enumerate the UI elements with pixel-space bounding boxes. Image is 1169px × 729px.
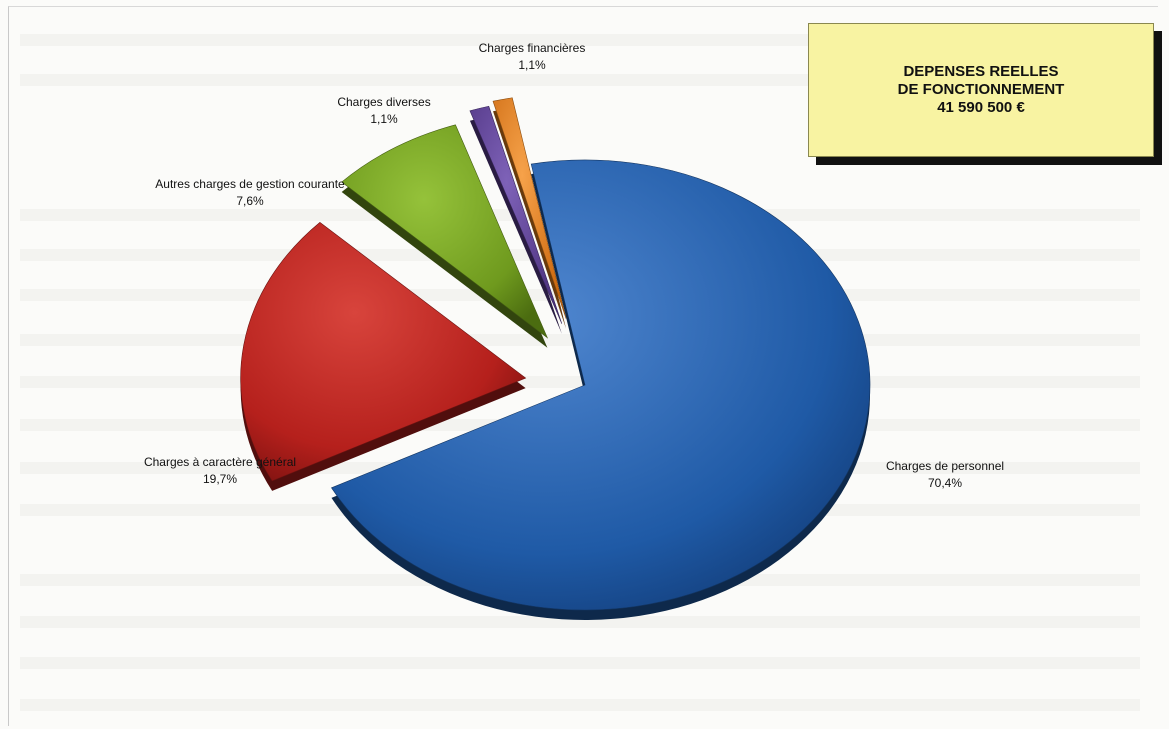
pie-slice [492, 97, 567, 319]
pie-slice [331, 159, 871, 611]
slice-name-label: Autres charges de gestion courante [155, 177, 345, 191]
pie-slice-depth [493, 107, 567, 329]
title-line-1: DEPENSES REELLES [903, 63, 1059, 80]
slice-name-label: Charges de personnel [886, 459, 1004, 473]
slice-value-label: 1,1% [370, 112, 398, 126]
slice-name-label: Charges diverses [337, 95, 430, 109]
slice-value-label: 19,7% [203, 472, 237, 486]
pie-slice-depth [469, 116, 562, 334]
title-box: DEPENSES REELLES DE FONCTIONNEMENT 41 59… [808, 23, 1154, 157]
slice-value-label: 7,6% [236, 194, 264, 208]
slice-value-label: 70,4% [928, 476, 962, 490]
slice-labels: Charges de personnel 70,4% Charges à carac… [144, 41, 1004, 490]
background-line [20, 657, 1140, 669]
pie-slice [341, 124, 549, 339]
slices-top [240, 97, 871, 611]
title-line-3: 41 590 500 € [937, 99, 1025, 116]
pie-slice [469, 105, 563, 324]
title-line-2: DE FONCTIONNEMENT [897, 81, 1065, 98]
slice-name-label: Charges à caractère général [144, 455, 296, 469]
background-line [20, 616, 1140, 628]
slice-name-label: Charges financières [479, 41, 586, 55]
chart-frame [8, 6, 1158, 726]
pie-slice [240, 221, 527, 482]
slice-value-label: 1,1% [518, 58, 546, 72]
background-line [20, 699, 1140, 711]
